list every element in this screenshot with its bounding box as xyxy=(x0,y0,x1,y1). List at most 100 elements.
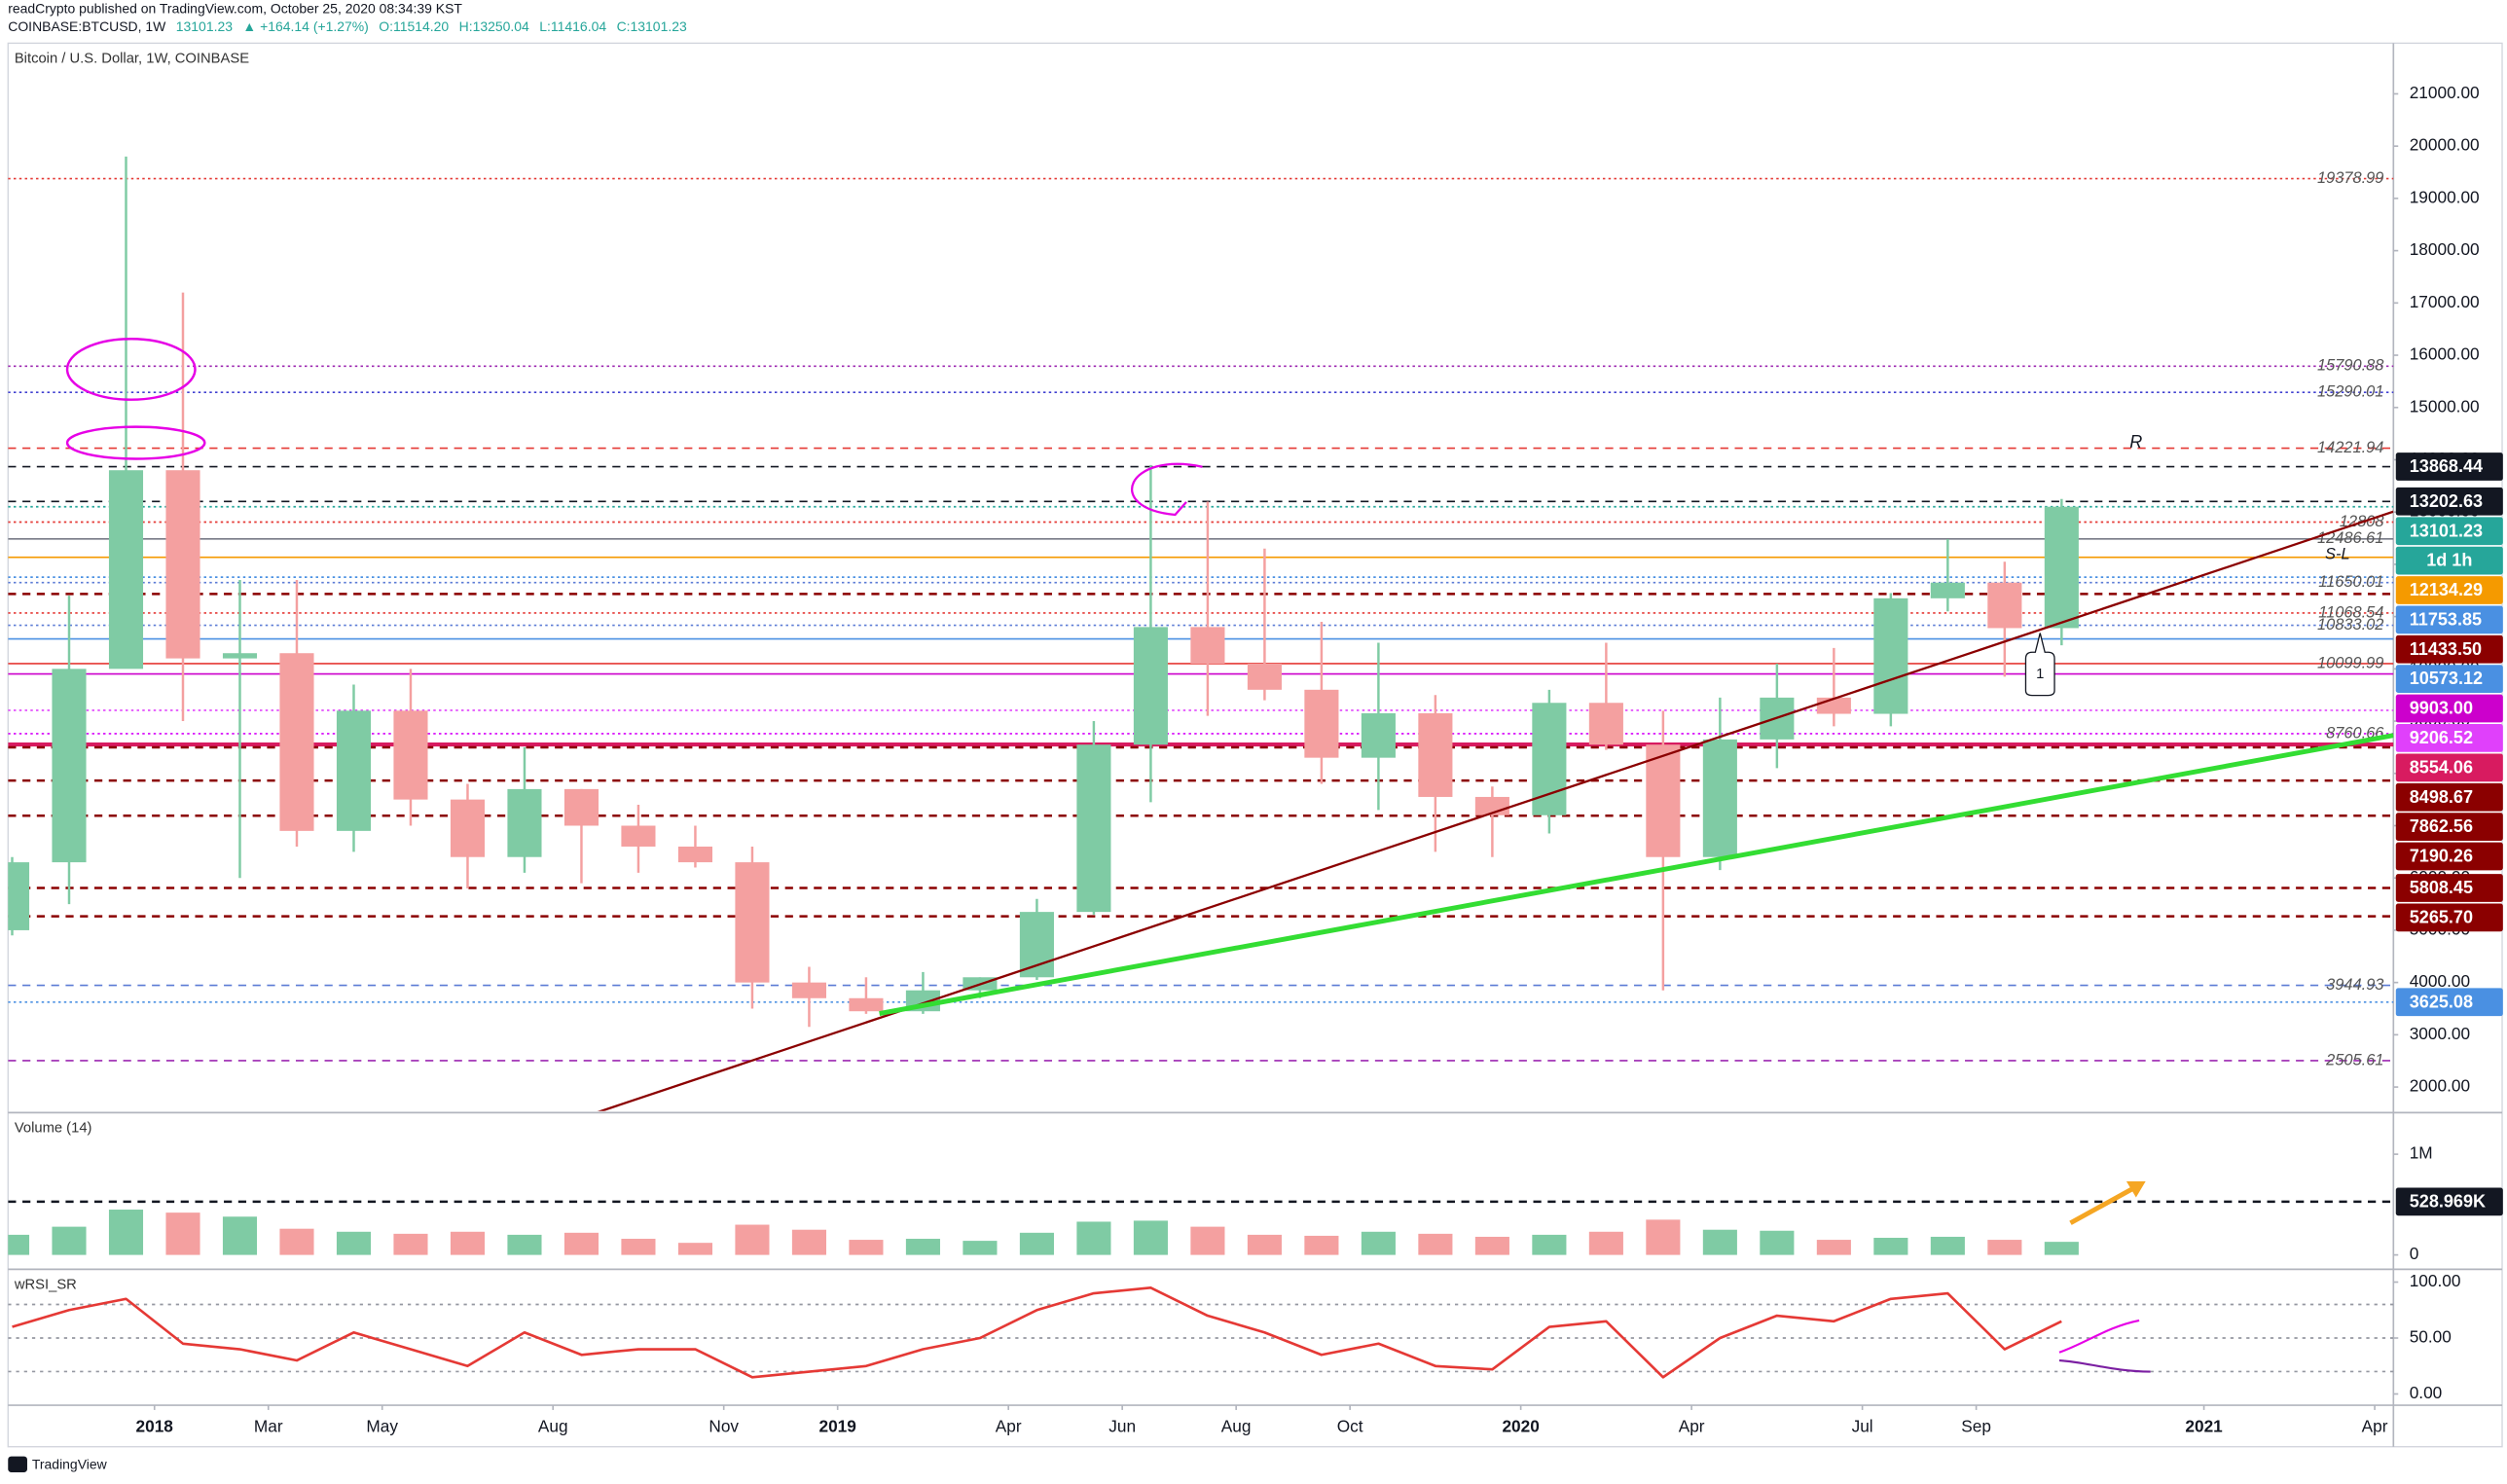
volume-bar xyxy=(1190,1226,1225,1255)
price-tag xyxy=(2395,576,2503,604)
candle-body xyxy=(1532,703,1567,815)
price-tag-text: 3625.08 xyxy=(2410,992,2473,1011)
candle-body xyxy=(393,710,428,800)
price-tag xyxy=(2395,634,2503,664)
candle-body xyxy=(1076,744,1111,913)
volume-bar xyxy=(849,1240,884,1255)
y-tick-label: 3000.00 xyxy=(2410,1024,2470,1043)
candle-body xyxy=(735,862,770,983)
price-tag xyxy=(2395,813,2503,841)
volume-bar xyxy=(677,1243,712,1255)
volume-bar xyxy=(1361,1231,1396,1255)
y-tick-label: 15000.00 xyxy=(2410,396,2480,416)
price-tag-text: 8498.67 xyxy=(2410,787,2473,807)
level-label: 14221.94 xyxy=(2317,439,2383,456)
volume-bar xyxy=(2044,1242,2079,1255)
volume-bar xyxy=(507,1234,542,1255)
price-tag-text: 13202.63 xyxy=(2410,491,2483,511)
volume-bar xyxy=(52,1226,87,1255)
candle-body xyxy=(1646,744,1681,857)
volume-bar xyxy=(1987,1240,2022,1255)
volume-bar xyxy=(1076,1221,1111,1255)
price-tag xyxy=(2395,665,2503,694)
callout-text: 1 xyxy=(2036,667,2044,682)
arrow xyxy=(2069,1185,2136,1225)
quote-line: COINBASE:BTCUSD, 1W 13101.23 ▲ +164.14 (… xyxy=(8,18,687,34)
candle-body xyxy=(1190,627,1225,664)
candle-body xyxy=(563,788,600,826)
candle-body xyxy=(1133,627,1168,745)
x-tick-label: 2020 xyxy=(1502,1417,1539,1436)
volume-bar xyxy=(1474,1236,1509,1255)
candle-body xyxy=(108,470,144,670)
pane-title: Volume (14) xyxy=(15,1121,92,1137)
price-tag-text: 8554.06 xyxy=(2410,757,2473,777)
logo xyxy=(8,1456,27,1473)
price-tag xyxy=(2395,842,2503,871)
y-tick-label: 4000.00 xyxy=(2410,971,2470,991)
price-tag xyxy=(2395,1187,2503,1216)
resistance-label: R xyxy=(2129,432,2142,452)
price-tag xyxy=(2395,903,2503,932)
candle-body xyxy=(1304,689,1339,758)
volume-bar xyxy=(1873,1237,1908,1255)
candle-body xyxy=(336,710,372,831)
volume-bar xyxy=(165,1213,200,1255)
highlight xyxy=(1131,462,1203,517)
candle-body xyxy=(849,997,884,1012)
volume-bar xyxy=(450,1231,486,1255)
price-tags: 13868.44 13202.63 13101.23 1d 1h 12134.29 117… xyxy=(2395,452,2503,1216)
price-tag xyxy=(2395,452,2503,481)
level-label: 2505.61 xyxy=(2325,1051,2383,1068)
price-tag-text: 9903.00 xyxy=(2410,699,2473,718)
volume-bar xyxy=(621,1239,656,1255)
price-tag-text: 5265.70 xyxy=(2410,907,2473,926)
y-tick-label: 50.00 xyxy=(2410,1327,2452,1347)
x-tick-label: Nov xyxy=(708,1417,739,1436)
candle-body xyxy=(1247,663,1282,690)
x-tick-label: Aug xyxy=(1221,1417,1252,1436)
volume-pane xyxy=(8,1200,2394,1255)
volume-bar xyxy=(279,1228,314,1255)
volume-bar xyxy=(1247,1234,1282,1255)
callout xyxy=(2024,633,2055,697)
price-tag xyxy=(2395,753,2503,782)
volume-bar xyxy=(735,1224,770,1255)
pane-title: wRSI_SR xyxy=(14,1278,77,1293)
level-label: 10099.99 xyxy=(2317,654,2383,671)
candle-body xyxy=(1816,697,1851,714)
price-tag-text: 10573.12 xyxy=(2410,669,2483,688)
x-tick-label: Aug xyxy=(538,1417,568,1436)
volume-bar xyxy=(1019,1232,1054,1255)
price-tag-text: 13868.44 xyxy=(2410,456,2483,476)
x-tick-label: Oct xyxy=(1337,1417,1363,1436)
candle-body xyxy=(1588,703,1623,745)
price-tag-text: 11433.50 xyxy=(2410,639,2482,659)
y-tick-label: 19000.00 xyxy=(2410,187,2480,206)
volume-bar xyxy=(1588,1231,1623,1255)
last-price: 13101.23 xyxy=(176,18,233,34)
rsi-line xyxy=(12,1285,2062,1379)
candle-body xyxy=(165,470,200,659)
level-label: 15290.01 xyxy=(2317,383,2383,401)
candle-body xyxy=(8,862,30,930)
low: L:11416.04 xyxy=(539,18,606,34)
candle-body xyxy=(1418,713,1453,797)
y-tick-label: 1M xyxy=(2410,1143,2433,1163)
trendline xyxy=(879,733,2394,1016)
candle-body xyxy=(677,846,712,863)
y-tick-label: 21000.00 xyxy=(2410,83,2480,102)
candle-body xyxy=(1702,739,1737,857)
x-tick-label: 2019 xyxy=(819,1417,856,1436)
price-tag xyxy=(2395,605,2503,634)
candle-body xyxy=(1987,582,2022,629)
level-label: 19378.99 xyxy=(2317,169,2383,187)
volume-bar xyxy=(8,1234,30,1255)
symbol: COINBASE:BTCUSD, 1W xyxy=(8,18,166,34)
level-label: 11068.54 xyxy=(2318,603,2383,621)
volume-bar xyxy=(1133,1220,1168,1255)
x-tick-label: Sep xyxy=(1961,1417,1991,1436)
x-tick-label: Apr xyxy=(1679,1417,1705,1436)
